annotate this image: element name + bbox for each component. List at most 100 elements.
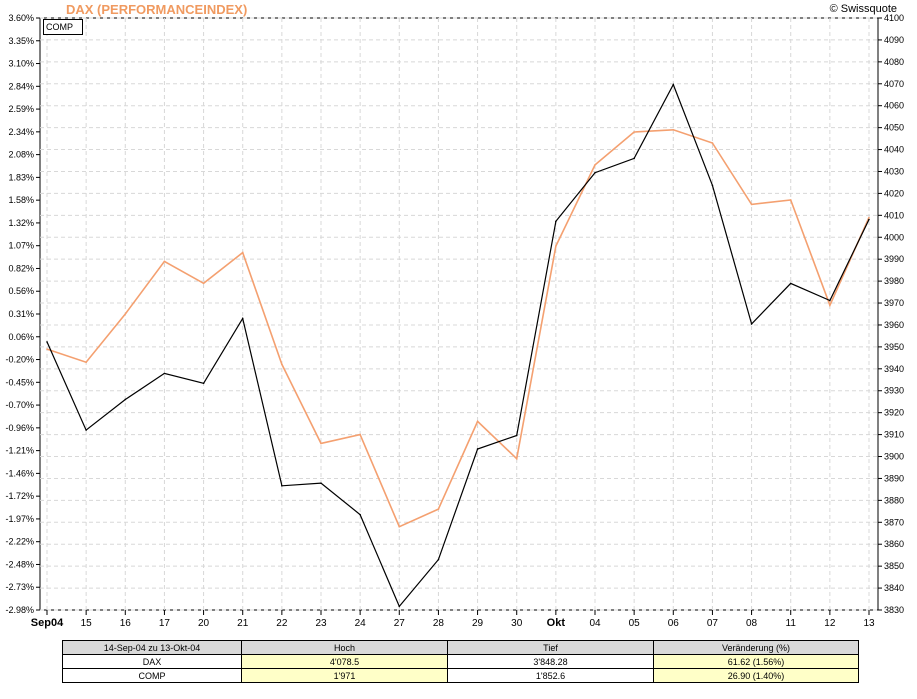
period-header: 14-Sep-04 zu 13-Okt-04: [62, 640, 242, 655]
left-axis-tick-label: -0.20%: [5, 355, 34, 365]
left-axis-tick-label: -1.97%: [5, 514, 34, 524]
credit-text: © Swissquote: [829, 3, 897, 15]
left-axis-tick-label: -1.21%: [5, 446, 34, 456]
data-point-dax: [46, 348, 48, 350]
data-point-comp: [633, 157, 635, 160]
x-axis-tick-label: Sep04: [31, 617, 64, 629]
x-axis-tick-label: 05: [629, 618, 641, 629]
x-axis-tick-label: 12: [824, 618, 836, 629]
x-axis-tick-label: 17: [159, 618, 171, 629]
right-axis-tick-label: 4070: [884, 79, 904, 89]
data-point-dax: [555, 245, 557, 247]
data-point-dax: [868, 216, 870, 219]
data-point-comp: [789, 282, 792, 285]
tief-value: 1'852.6: [447, 668, 654, 683]
x-axis-tick-label: 13: [863, 618, 875, 629]
data-point-comp: [241, 317, 244, 320]
left-axis-tick-label: 3.60%: [8, 13, 34, 23]
data-point-dax: [320, 442, 322, 445]
left-axis-tick-label: 0.82%: [8, 263, 34, 273]
right-axis-tick-label: 3970: [884, 298, 904, 308]
data-point-comp: [515, 434, 518, 437]
tief-header: Tief: [447, 640, 654, 655]
data-point-dax: [281, 363, 283, 366]
data-point-dax: [85, 361, 87, 364]
right-axis-tick-label: 3860: [884, 539, 904, 549]
right-axis-tick-label: 4050: [884, 123, 904, 133]
right-axis-tick-label: 3900: [884, 452, 904, 462]
data-point-comp: [868, 218, 870, 221]
left-axis-tick-label: -2.98%: [5, 605, 34, 615]
left-axis-tick-label: 3.35%: [8, 36, 34, 46]
summary-header-row: 14-Sep-04 zu 13-Okt-04 Hoch Tief Verände…: [62, 640, 859, 655]
x-axis-tick-label: 15: [81, 618, 93, 629]
left-axis-tick-label: 0.56%: [8, 286, 34, 296]
left-axis-tick-label: 1.32%: [8, 218, 34, 228]
left-axis-tick-label: -2.48%: [5, 559, 34, 569]
change-value: 26.90 (1.40%): [653, 668, 859, 683]
change-value: 61.62 (1.56%): [653, 654, 859, 669]
x-axis-tick-label: 11: [786, 618, 797, 629]
right-axis-tick-label: 4060: [884, 101, 904, 111]
legend-comp: COMP: [43, 19, 83, 35]
left-axis-tick-label: 2.84%: [8, 81, 34, 91]
right-axis-tick-label: 4040: [884, 145, 904, 155]
data-point-comp: [829, 299, 831, 302]
right-axis-tick-label: 3980: [884, 276, 904, 286]
data-point-dax: [241, 251, 244, 254]
x-axis-tick-label: 29: [472, 618, 484, 629]
left-axis-tick-label: -2.22%: [5, 537, 34, 547]
x-axis-tick-label: 07: [707, 618, 719, 629]
left-axis-tick-label: 2.34%: [8, 127, 34, 137]
x-axis-tick-label: 21: [237, 618, 249, 629]
right-axis-tick-label: 4090: [884, 35, 904, 45]
data-point-comp: [320, 482, 322, 484]
data-point-dax: [359, 433, 361, 436]
data-point-dax: [789, 199, 792, 201]
change-header: Veränderung (%): [653, 640, 859, 655]
left-axis-tick-label: -1.72%: [5, 491, 34, 501]
right-axis-tick-label: 4100: [884, 13, 904, 23]
data-point-comp: [750, 323, 753, 325]
data-point-comp: [202, 382, 205, 385]
table-row: DAX 4'078.5 3'848.28 61.62 (1.56%): [62, 654, 859, 669]
left-axis-tick-label: -0.70%: [5, 400, 34, 410]
data-point-comp: [85, 429, 87, 431]
right-axis-tick-label: 3950: [884, 342, 904, 352]
x-axis-tick-label: 28: [433, 618, 445, 629]
left-axis-tick-label: 2.59%: [8, 104, 34, 114]
right-axis-tick-label: 3890: [884, 473, 904, 483]
left-axis-tick-label: 2.08%: [8, 150, 34, 160]
left-axis-tick-label: 1.07%: [8, 241, 34, 251]
data-point-dax: [124, 313, 127, 315]
data-point-dax: [750, 203, 753, 206]
left-axis-tick-label: -0.45%: [5, 377, 34, 387]
right-axis-tick-label: 3930: [884, 386, 904, 396]
data-point-dax: [711, 142, 714, 144]
data-point-dax: [594, 164, 596, 166]
chart-title: DAX (PERFORMANCEINDEX): [66, 2, 248, 17]
tief-value: 3'848.28: [447, 654, 654, 669]
right-axis-tick-label: 3850: [884, 561, 904, 571]
data-point-comp: [437, 558, 440, 561]
data-point-dax: [163, 260, 166, 263]
right-axis-tick-label: 4010: [884, 210, 904, 220]
hoch-value: 1'971: [241, 668, 448, 683]
left-axis-tick-label: 3.10%: [8, 59, 34, 69]
x-axis-tick-label: Okt: [547, 617, 566, 629]
data-point-dax: [476, 420, 479, 423]
data-point-dax: [672, 129, 675, 131]
right-axis-tick-label: 3830: [884, 605, 904, 615]
right-axis-tick-label: 3880: [884, 495, 904, 505]
data-point-dax: [437, 508, 440, 510]
x-axis-tick-label: 16: [120, 618, 132, 629]
data-point-comp: [555, 220, 557, 223]
data-point-dax: [398, 525, 401, 528]
left-axis-tick-label: -0.96%: [5, 423, 34, 433]
data-point-dax: [829, 304, 831, 307]
data-point-comp: [124, 398, 127, 401]
data-point-comp: [672, 83, 675, 86]
right-axis-tick-label: 3960: [884, 320, 904, 330]
right-axis-tick-label: 3990: [884, 254, 904, 264]
left-axis-tick-label: -2.73%: [5, 582, 34, 592]
